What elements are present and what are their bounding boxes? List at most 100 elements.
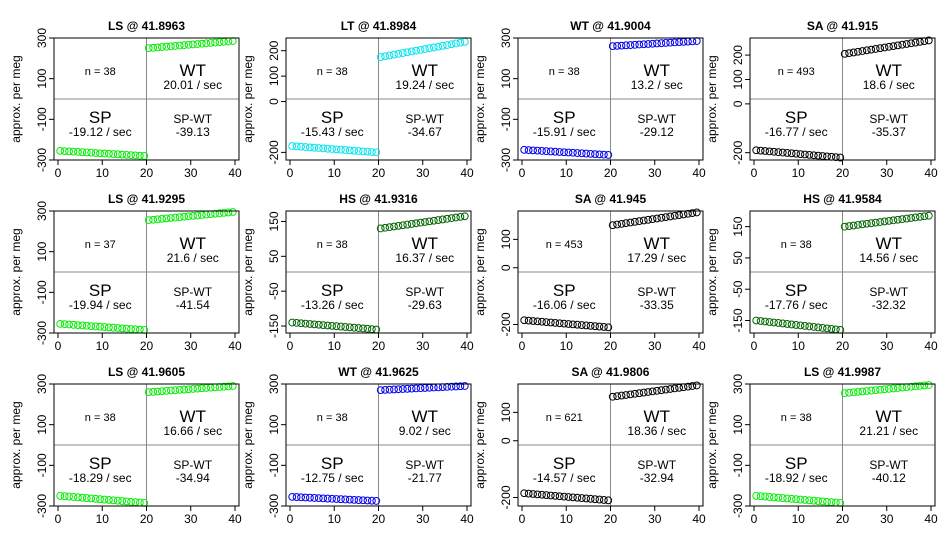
data-point-sp <box>350 146 359 155</box>
data-point-sp <box>301 493 310 502</box>
data-point-wt <box>394 385 403 394</box>
data-point-sp <box>319 494 328 503</box>
sp-label: SP <box>785 108 808 127</box>
x-tick-label: 10 <box>96 166 110 180</box>
data-point-sp <box>336 145 345 154</box>
data-point-sp <box>604 151 613 159</box>
wt-rate: 13.2 / sec <box>631 78 683 92</box>
data-point-wt <box>849 388 858 397</box>
data-point-sp <box>328 494 336 503</box>
data-point-sp <box>555 492 564 501</box>
sp-rate: -19.94 / sec <box>69 298 132 312</box>
data-point-sp <box>546 491 555 500</box>
x-tick-label: 30 <box>416 339 430 353</box>
data-point-wt <box>452 382 460 391</box>
data-point-sp <box>752 316 761 325</box>
data-point-sp <box>350 495 359 504</box>
data-point-wt <box>175 213 184 222</box>
panel-title: LS @ 41.8963 <box>108 19 185 33</box>
y-axis-title: approx. per meg <box>473 228 487 315</box>
data-point-sp <box>823 324 831 333</box>
data-point-wt <box>220 382 228 391</box>
data-point-wt <box>390 385 398 394</box>
y-tick-label: 100 <box>267 414 281 434</box>
data-point-sp <box>319 144 328 153</box>
data-point-sp <box>100 149 109 158</box>
diff-value: -34.94 <box>176 471 210 485</box>
data-point-sp <box>761 317 769 326</box>
data-point-sp <box>542 318 551 326</box>
wt-rate: 18.36 / sec <box>627 424 686 438</box>
data-point-wt <box>924 36 933 45</box>
data-point-sp <box>787 320 796 329</box>
data-point-sp <box>555 148 564 156</box>
data-point-sp <box>546 147 555 156</box>
data-point-wt <box>416 218 425 227</box>
data-point-wt <box>666 38 675 47</box>
data-point-sp <box>520 316 529 325</box>
data-point-sp <box>65 320 73 329</box>
diff-label: SP-WT <box>869 458 908 472</box>
data-point-sp <box>359 147 367 156</box>
x-tick-label: 40 <box>228 166 242 180</box>
sp-rate: -12.75 / sec <box>301 471 364 485</box>
y-tick-label: -100 <box>731 453 745 477</box>
sp-rate: -15.91 / sec <box>533 125 596 139</box>
data-point-wt <box>849 48 858 57</box>
data-point-sp <box>800 322 809 330</box>
y-tick-label: -200 <box>267 140 281 164</box>
data-point-sp <box>56 319 65 328</box>
sp-label: SP <box>89 281 112 300</box>
data-point-sp <box>582 149 591 158</box>
data-point-wt <box>876 385 885 394</box>
data-point-sp <box>323 144 332 153</box>
data-point-sp <box>560 492 568 501</box>
x-tick-label: 30 <box>880 512 894 526</box>
data-point-wt <box>661 213 670 222</box>
data-point-sp <box>306 143 314 152</box>
data-point-sp <box>288 142 297 150</box>
data-point-sp <box>818 497 827 506</box>
data-point-sp <box>792 495 800 504</box>
data-point-sp <box>591 322 599 331</box>
data-point-sp <box>770 318 778 327</box>
data-point-sp <box>551 491 560 500</box>
data-point-sp <box>140 152 149 160</box>
n-label: n = 38 <box>549 66 580 78</box>
x-tick-label: 10 <box>328 166 342 180</box>
data-point-sp <box>586 494 595 503</box>
data-point-wt <box>617 41 626 50</box>
data-point-sp <box>809 496 818 505</box>
data-point-wt <box>862 46 871 55</box>
x-tick-label: 40 <box>460 512 474 526</box>
data-point-sp <box>796 321 805 330</box>
data-point-wt <box>893 384 902 392</box>
data-point-wt <box>622 41 630 50</box>
data-point-sp <box>796 150 805 158</box>
data-point-wt <box>144 216 153 225</box>
wt-label: WT <box>876 407 902 426</box>
data-point-sp <box>568 493 577 502</box>
x-tick-label: 10 <box>328 512 342 526</box>
x-tick-label: 10 <box>96 512 110 526</box>
data-point-sp <box>332 495 341 503</box>
x-tick-label: 40 <box>692 166 706 180</box>
data-point-wt <box>613 220 622 229</box>
x-tick-label: 40 <box>460 339 474 353</box>
data-point-wt <box>608 221 617 230</box>
data-point-sp <box>577 321 586 329</box>
data-point-sp <box>91 322 100 331</box>
data-point-sp <box>336 322 345 331</box>
data-point-sp <box>372 497 381 505</box>
wt-label: WT <box>644 61 670 80</box>
x-tick-label: 20 <box>836 512 850 526</box>
y-axis-title: approx. per meg <box>9 401 23 488</box>
data-point-sp <box>836 153 845 162</box>
diff-value: -32.32 <box>872 298 906 312</box>
data-point-wt <box>381 385 390 394</box>
data-point-sp <box>359 496 367 505</box>
data-point-sp <box>564 148 573 157</box>
data-point-wt <box>452 213 460 222</box>
